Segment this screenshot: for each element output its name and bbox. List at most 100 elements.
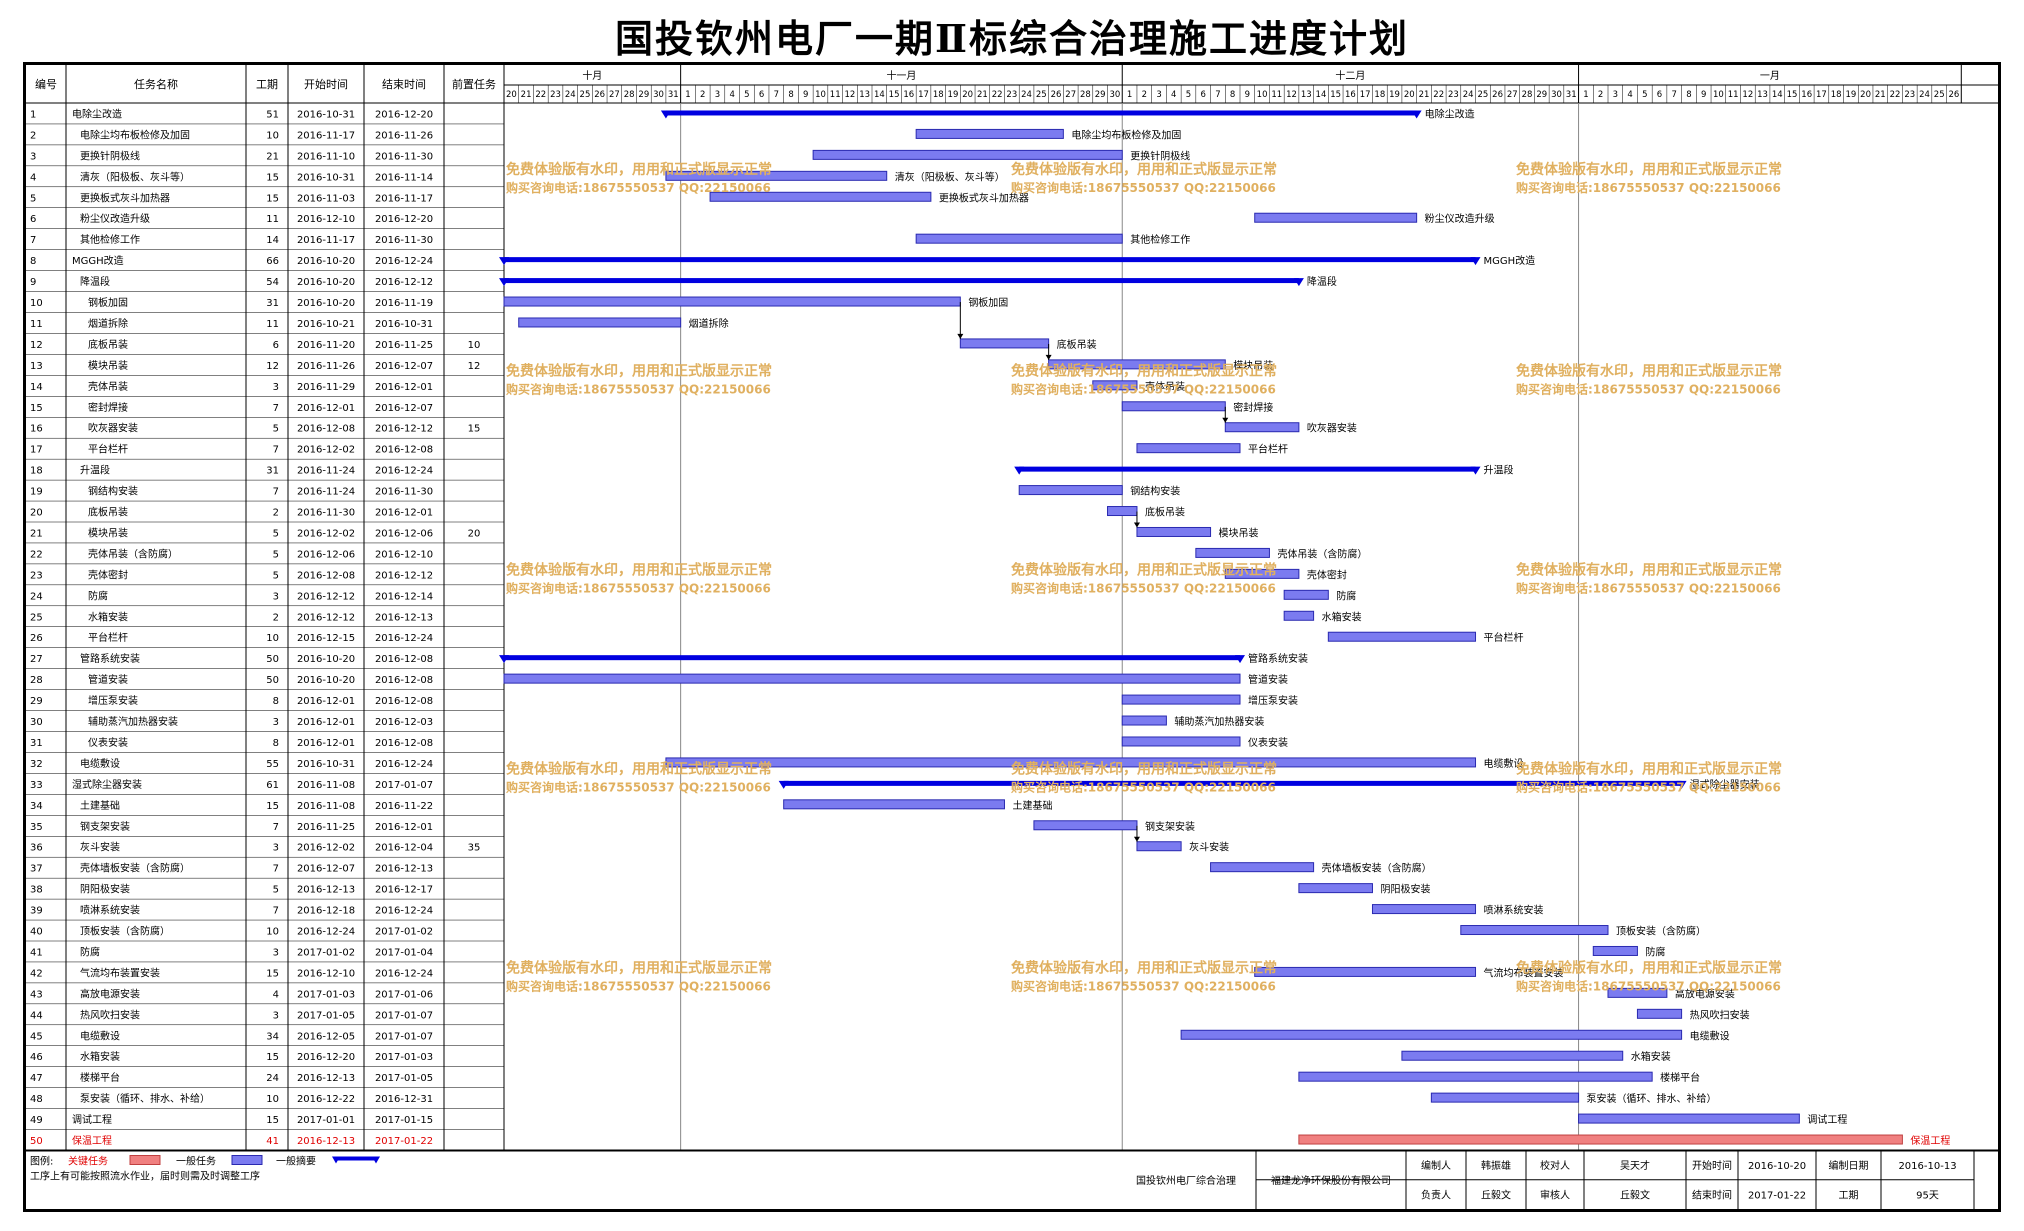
task-bar [1107,506,1138,517]
critical-bar [1298,1134,1903,1145]
task-predecessor: 20 [468,528,481,539]
day-label: 31 [668,90,679,100]
task-start: 2016-12-13 [297,885,355,896]
task-start: 2016-10-31 [297,172,355,183]
task-end: 2016-12-12 [375,277,433,288]
task-bar [1283,610,1315,621]
task-name: 钢板加固 [88,296,128,309]
legend-normal-swatch [231,1155,263,1165]
column-header: 结束时间 [382,78,426,91]
task-duration: 10 [266,1094,279,1105]
day-label: 14 [1316,90,1327,100]
task-id: 44 [30,1010,43,1021]
task-duration: 4 [273,989,279,1000]
task-bar [1254,212,1418,223]
task-name: 平台栏杆 [88,631,128,644]
task-name: 降温段 [80,275,110,288]
task-end: 2016-12-08 [375,738,433,749]
task-name: 其他检修工作 [80,233,140,246]
task-end: 2016-12-01 [375,822,433,833]
task-start: 2016-12-02 [297,528,355,539]
watermark-line1: 免费体验版有水印，用用和正式版显示正常 [1011,760,1277,777]
day-label: 21 [1419,90,1430,100]
summary-bar [783,780,1682,786]
task-name: 模块吊装 [88,359,128,372]
day-label: 23 [550,90,561,100]
summary-cap [499,278,509,287]
task-end: 2017-01-05 [375,1073,433,1084]
task-duration: 15 [266,968,279,979]
task-name: 更换针阴极线 [80,149,140,162]
task-id: 41 [30,947,43,958]
day-label: 4 [729,90,734,100]
task-start: 2016-12-07 [297,864,355,875]
task-end: 2016-12-12 [375,570,433,581]
column-header: 工期 [256,78,278,91]
task-duration: 7 [273,445,279,456]
summary-cap [1676,780,1687,789]
day-label: 16 [1801,90,1812,100]
task-id: 48 [30,1094,43,1105]
footer-cell: 韩振雄 [1481,1159,1511,1172]
bar-label: 平台栏杆 [1248,443,1288,456]
watermark-line2: 购买咨询电话:18675550537 QQ:22150066 [1011,580,1276,595]
day-label: 26 [1492,90,1503,100]
day-label: 17 [1816,90,1827,100]
task-start: 2016-10-20 [297,654,355,665]
day-label: 18 [933,90,944,100]
task-end: 2016-11-22 [375,801,433,812]
task-start: 2016-12-15 [297,633,355,644]
task-id: 20 [30,508,43,519]
task-name: 壳体吊装（含防腐） [88,547,178,560]
task-duration: 54 [266,277,279,288]
task-end: 2017-01-07 [375,780,433,791]
task-end: 2016-12-13 [375,612,433,623]
bar-label: 升温段 [1484,464,1514,477]
day-label: 13 [1757,90,1768,100]
bar-label: 更换板式灰斗加热器 [939,191,1029,204]
day-label: 9 [1245,90,1250,100]
task-duration: 51 [266,109,279,120]
task-start: 2016-12-08 [297,424,355,435]
task-start: 2016-11-30 [297,508,355,519]
task-end: 2016-12-04 [375,843,433,854]
day-label: 14 [1772,90,1783,100]
watermark-line2: 购买咨询电话:18675550537 QQ:22150066 [1516,580,1781,595]
day-label: 30 [1551,90,1562,100]
page-title: 国投钦州电厂一期Ⅱ标综合治理施工进度计划 [614,16,1410,61]
task-end: 2017-01-07 [375,1010,433,1021]
bar-label: 电除尘均布板检修及加固 [1071,128,1181,141]
footer-company: 福建龙净环保股份有限公司 [1271,1174,1391,1187]
dependency-arrow [1133,836,1140,842]
footer-cell: 校对人 [1540,1159,1570,1172]
task-start: 2016-11-17 [297,130,355,141]
day-label: 11 [1728,90,1739,100]
task-duration: 10 [266,633,279,644]
task-name: 防腐 [80,945,100,958]
task-name: MGGH改造 [72,254,124,267]
task-start: 2016-12-01 [297,403,355,414]
month-label: 一月 [1760,70,1780,82]
task-start: 2016-12-13 [297,1073,355,1084]
dependency-arrow [1045,354,1052,360]
task-bar [783,799,1005,810]
bar-label: 钢支架安装 [1145,820,1195,833]
task-start: 2016-11-25 [297,822,355,833]
footer-cell: 2016-10-20 [1748,1161,1806,1172]
day-label: 20 [1404,90,1415,100]
bar-label: 模块吊装 [1219,526,1259,539]
day-label: 1 [685,90,690,100]
day-label: 1 [1127,90,1132,100]
task-name: 电除尘改造 [72,107,122,120]
task-bar [915,128,1064,139]
watermark-line1: 免费体验版有水印，用用和正式版显示正常 [506,959,772,976]
task-duration: 7 [273,822,279,833]
watermark-line2: 购买咨询电话:18675550537 QQ:22150066 [1516,779,1781,794]
task-id: 23 [30,570,43,581]
task-end: 2016-12-08 [375,675,433,686]
day-label: 18 [1374,90,1385,100]
day-label: 26 [594,90,605,100]
task-bar [503,296,961,307]
task-start: 2016-12-20 [297,1052,355,1063]
watermark-line1: 免费体验版有水印，用用和正式版显示正常 [1516,362,1782,379]
